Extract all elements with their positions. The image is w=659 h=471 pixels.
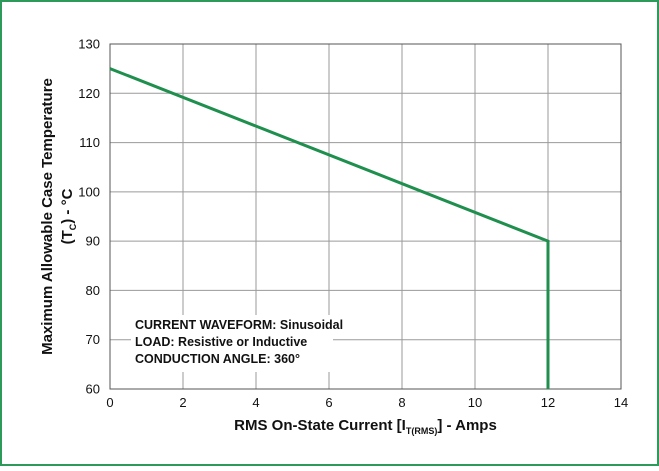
y-tick-label: 70	[86, 332, 100, 347]
x-tick-label: 8	[398, 395, 405, 410]
x-axis-title-prefix: RMS On-State Current [I	[234, 417, 406, 434]
x-tick-label: 0	[106, 395, 113, 410]
series	[109, 67, 550, 389]
y-tick-label: 60	[86, 382, 100, 397]
x-axis-title: RMS On-State Current [IT(RMS)] - Amps	[234, 417, 497, 436]
annotation-box	[131, 315, 333, 372]
y-axis-title-line2-prefix: (T	[59, 230, 76, 244]
y-axis-title-line2-suffix: ) - °C	[59, 188, 76, 223]
x-tick-label: 10	[468, 395, 482, 410]
x-tick-label: 4	[252, 395, 259, 410]
x-tick-label: 6	[325, 395, 332, 410]
y-tick-label: 80	[86, 283, 100, 298]
y-tick-label: 120	[78, 86, 100, 101]
x-tick-label: 2	[179, 395, 186, 410]
y-tick-label: 110	[79, 135, 100, 150]
series-line	[109, 67, 550, 389]
x-tick-label: 14	[614, 395, 628, 410]
y-axis-title-line1: Maximum Allowable Case Temperature	[39, 78, 56, 355]
x-axis-title-suffix: ] - Amps	[437, 417, 496, 434]
annotation-text: CURRENT WAVEFORM: Sinusoidal LOAD: Resist…	[135, 318, 343, 366]
annotation-line: LOAD: Resistive or Inductive	[135, 335, 307, 349]
annotation-line: CONDUCTION ANGLE: 360°	[135, 352, 300, 366]
y-axis-title-subscript: C	[68, 223, 78, 230]
tick-labels: 0 2 4 6 8 10 12 14 60 70 80 90 100 110 120 130	[78, 37, 628, 411]
y-tick-label: 130	[78, 37, 100, 52]
y-axis-title-line2: (TC) - °C	[59, 188, 78, 244]
y-tick-label: 90	[86, 234, 100, 249]
annotation-line: CURRENT WAVEFORM: Sinusoidal	[135, 318, 343, 332]
x-axis-title-subscript: T(RMS)	[406, 426, 438, 436]
y-tick-label: 100	[78, 184, 100, 199]
plot-border	[109, 43, 622, 390]
y-axis-title: Maximum Allowable Case Temperature (TC) …	[39, 78, 78, 355]
x-tick-label: 12	[541, 395, 555, 410]
